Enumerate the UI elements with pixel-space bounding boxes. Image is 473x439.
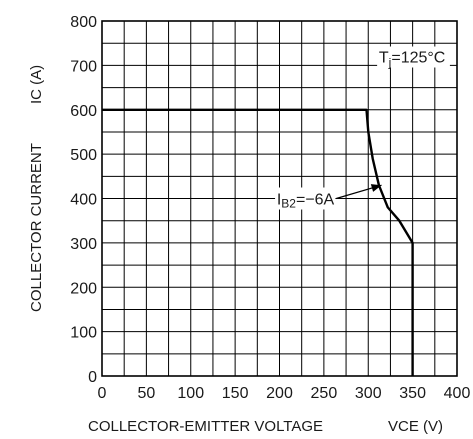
x-axis-symbol: VCE (V)	[388, 418, 443, 435]
y-axis-label: COLLECTOR CURRENT	[28, 143, 45, 312]
y-axis-symbol: IC (A)	[28, 65, 45, 104]
series-label-bg	[275, 187, 336, 210]
x-tick-label: 400	[444, 385, 471, 402]
condition-label: Tj=125°C	[379, 50, 445, 70]
y-tick-label: 400	[70, 192, 97, 209]
plot-frame	[101, 20, 458, 377]
x-tick-label: 200	[266, 385, 293, 402]
y-tick-label: 500	[70, 147, 97, 164]
y-tick-label: 0	[88, 369, 97, 386]
series-label-arrowhead	[370, 184, 382, 192]
x-tick-label: 150	[222, 385, 249, 402]
y-tick-labels: 0 100 200 300 400 500 600 700 800	[70, 14, 97, 386]
y-tick-label: 700	[70, 58, 97, 75]
condition-label-bg	[377, 46, 450, 68]
y-tick-label: 100	[70, 325, 97, 342]
x-axis-label: COLLECTOR-EMITTER VOLTAGE	[88, 418, 323, 435]
y-tick-label: 200	[70, 280, 97, 297]
series-label: IB2=−6A	[277, 192, 335, 211]
x-tick-labels: 0 50 100 150 200 250 300 350 400	[98, 385, 471, 402]
x-tick-label: 50	[137, 385, 155, 402]
y-tick-label: 800	[70, 14, 97, 31]
x-tick-label: 350	[399, 385, 426, 402]
x-tick-label: 300	[355, 385, 382, 402]
x-tick-label: 100	[177, 385, 204, 402]
y-tick-label: 600	[70, 103, 97, 120]
y-tick-label: 300	[70, 236, 97, 253]
x-tick-label: 0	[98, 385, 107, 402]
x-tick-label: 250	[311, 385, 338, 402]
